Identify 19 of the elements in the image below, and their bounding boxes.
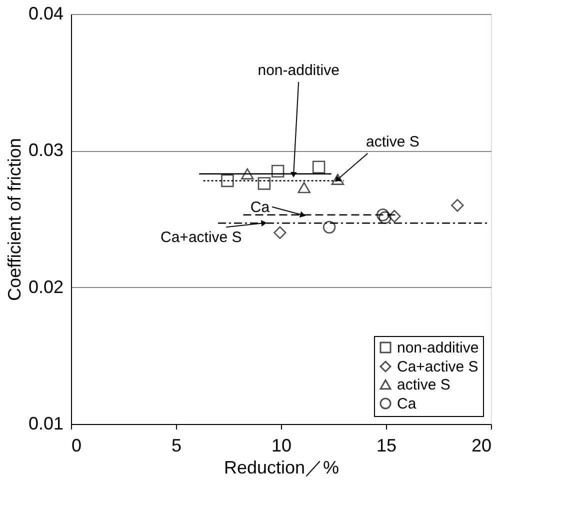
- y-tick-label: 0.01: [28, 414, 64, 434]
- x-tick-label: 5: [171, 436, 182, 456]
- annotation: Ca+active S: [160, 229, 242, 246]
- legend-label: non-additive: [397, 340, 479, 356]
- y-tick-label: 0.02: [28, 276, 64, 297]
- x-tick-label: 15: [376, 436, 397, 456]
- legend-label: active S: [397, 376, 450, 394]
- x-axis-title: Reduction／%: [224, 458, 340, 478]
- x-tick-label: 0: [72, 436, 82, 456]
- x-tick-label: 20: [471, 436, 492, 456]
- annotation: Ca: [250, 198, 270, 216]
- y-tick-label: 0.03: [28, 140, 64, 160]
- legend-label: Ca+active S: [397, 358, 478, 376]
- y-axis-title: Coefficient of friction: [4, 138, 24, 301]
- y-tick-label: 0.04: [28, 4, 64, 24]
- x-tick-label: 10: [271, 436, 292, 456]
- legend-label: Ca: [397, 396, 417, 412]
- annotation: non-additive: [258, 62, 340, 79]
- annotation: active S: [366, 133, 420, 150]
